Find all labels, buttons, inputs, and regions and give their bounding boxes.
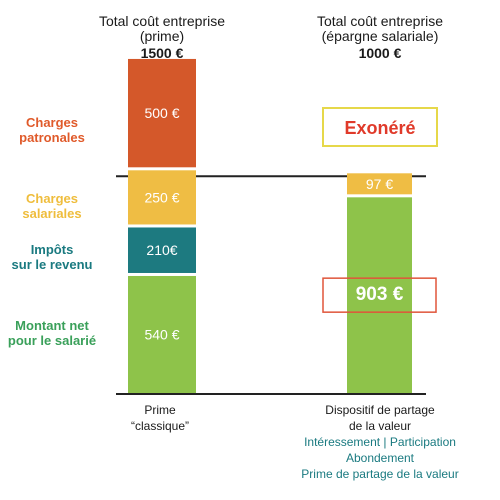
row-label-impots-line1: Impôts (30, 242, 74, 257)
left-header-line1: Total coût entreprise (98, 13, 226, 29)
left-caption-line2: “classique” (130, 419, 190, 433)
row-label-charges-salariales-line1: Charges (25, 191, 79, 206)
left-bar-caption: Prime “classique” (100, 402, 220, 434)
highlight-box-903 (322, 277, 437, 313)
row-label-impots: Impôts sur le revenu (0, 242, 104, 272)
bar2-segment-charges-salariales (347, 173, 412, 195)
right-caption-line1: Dispositif de partage (325, 403, 435, 417)
right-header-line2: (épargne salariale) (321, 28, 439, 44)
exonere-label: Exonéré (344, 118, 415, 138)
left-caption-line1: Prime (144, 403, 176, 417)
bar1-segment-montant-net-pour-le-salarie (128, 275, 196, 393)
left-column-header: Total coût entreprise (prime) 1500 € (82, 14, 242, 61)
right-column-header: Total coût entreprise (épargne salariale… (295, 14, 465, 61)
row-label-impots-line2: sur le revenu (11, 257, 93, 272)
left-header-line2: (prime) (139, 28, 185, 44)
row-label-montant-net-line1: Montant net (15, 318, 89, 333)
bar2-label-montant-net-pour-le-salarie: 903 € (356, 284, 404, 305)
row-label-charges-patronales-line1: Charges (25, 115, 79, 130)
right-bar-caption: Dispositif de partage de la valeur Intér… (280, 402, 480, 482)
right-caption-item-abondement: Abondement (345, 451, 415, 465)
row-label-charges-patronales: Charges patronales (0, 115, 104, 145)
bar1-label-charges-salariales: 250 € (144, 189, 179, 205)
bar1-label-montant-net-pour-le-salarie: 540 € (144, 326, 179, 342)
row-label-charges-salariales-line2: salariales (22, 206, 82, 221)
bar2-segment-montant-net-pour-le-salarie (347, 197, 412, 393)
row-label-charges-salariales: Charges salariales (0, 191, 104, 221)
row-label-montant-net-line2: pour le salarié (7, 333, 97, 348)
exonere-box (322, 107, 438, 147)
bar1-label-impots-sur-le-revenu: 210€ (146, 242, 177, 258)
left-header-total: 1500 € (140, 45, 184, 61)
right-header-line1: Total coût entreprise (316, 13, 444, 29)
bar2-label-charges-salariales: 97 € (366, 176, 393, 192)
bar1-segment-charges-salariales (128, 170, 196, 225)
bar1-segment-charges-patronales (128, 58, 196, 168)
bar1-segment-impots-sur-le-revenu (128, 227, 196, 273)
right-header-total: 1000 € (358, 45, 402, 61)
right-caption-item-interessement: Intéressement | Participation (304, 435, 456, 449)
bar1-label-charges-patronales: 500 € (144, 105, 179, 121)
right-caption-line2: de la valeur (348, 419, 412, 433)
row-label-charges-patronales-line2: patronales (19, 130, 85, 145)
right-caption-item-prime-partage: Prime de partage de la valeur (301, 467, 459, 481)
row-label-montant-net: Montant net pour le salarié (0, 318, 104, 348)
